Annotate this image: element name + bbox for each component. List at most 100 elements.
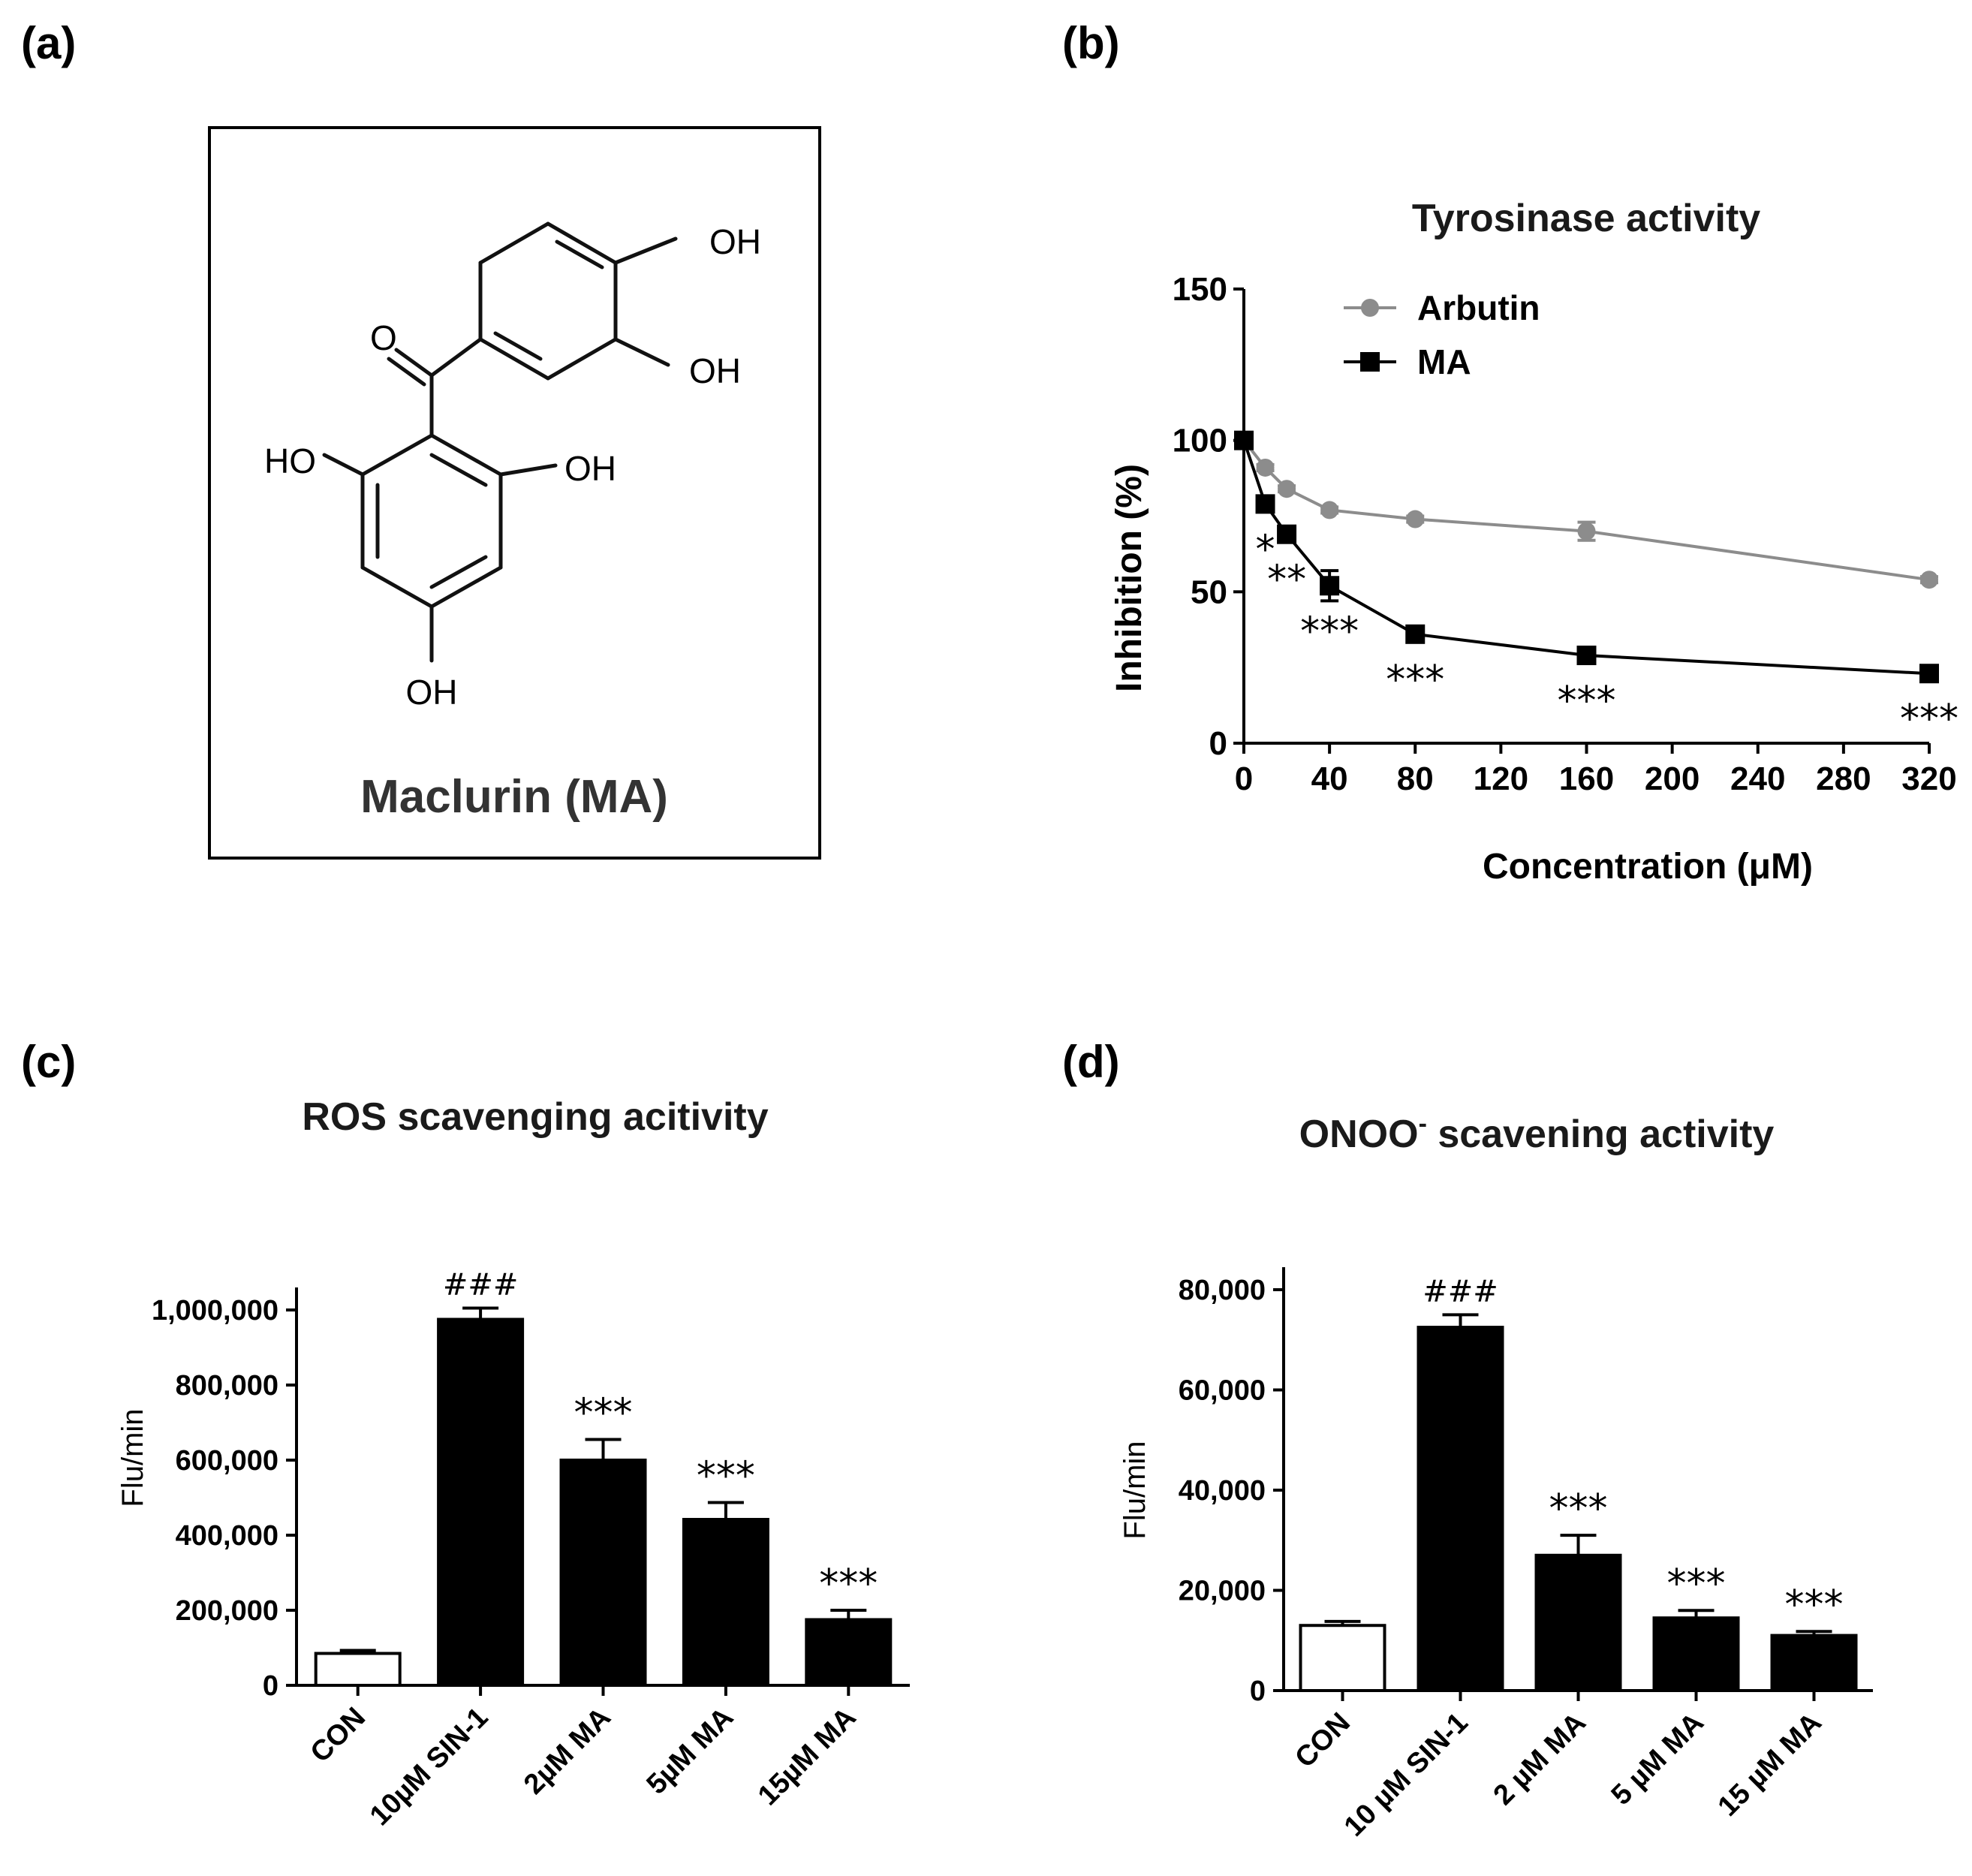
- bar: [1770, 1634, 1858, 1692]
- x-tick-label: 320: [1901, 760, 1956, 797]
- significance-hash: ###: [443, 1268, 519, 1302]
- panel-label-a: (a): [21, 18, 76, 68]
- significance-hash: ###: [1423, 1274, 1498, 1308]
- y-tick-label: 800,000: [176, 1370, 278, 1402]
- oh-label: OH: [565, 449, 616, 488]
- data-point-ma: [1405, 624, 1426, 644]
- y-tick-label: 0: [1250, 1676, 1266, 1707]
- y-tick-label: 40,000: [1179, 1475, 1266, 1507]
- bar: [805, 1618, 893, 1687]
- x-tick-label: 10 µM SIN-1: [1338, 1707, 1474, 1843]
- significance-marker: ***: [1549, 1486, 1608, 1531]
- title-superscript: -: [1419, 1110, 1427, 1138]
- bar: [1417, 1326, 1504, 1692]
- data-point-ma: [1320, 576, 1340, 596]
- data-point-arbutin: [1406, 510, 1425, 528]
- oh-label: OH: [709, 222, 761, 261]
- ros-chart: ROS scavenging acitivity Flu/min 0 200,00…: [116, 1095, 910, 1832]
- significance-marker: ***: [1900, 697, 1958, 742]
- y-axis-label: Inhibition (%): [1109, 464, 1149, 692]
- data-point-arbutin: [1577, 522, 1596, 541]
- bar: [682, 1518, 769, 1687]
- y-tick-label: 80,000: [1179, 1275, 1266, 1306]
- x-tick-label: 15µM MA: [752, 1702, 863, 1812]
- y-tick-label: 0: [263, 1670, 278, 1702]
- significance-marker: ***: [1667, 1561, 1726, 1606]
- panel-label-c: (c): [21, 1037, 76, 1087]
- y-tick-label: 60,000: [1179, 1375, 1266, 1407]
- x-tick-label: 15 µM MA: [1712, 1707, 1828, 1823]
- bar: [1534, 1553, 1622, 1692]
- chart-title: ONOO- scavening activity: [1299, 1110, 1775, 1156]
- y-tick-label: 0: [1209, 725, 1227, 762]
- data-point-ma: [1234, 430, 1254, 450]
- data-point-arbutin: [1320, 501, 1339, 519]
- molecule-name: Maclurin (MA): [360, 771, 668, 823]
- title-rest: scavening activity: [1427, 1113, 1775, 1156]
- data-point-arbutin: [1278, 480, 1296, 498]
- x-tick-label: 2 µM MA: [1488, 1707, 1592, 1811]
- series-line-arbutin: [1242, 439, 1930, 582]
- x-tick-label: CON: [305, 1702, 372, 1769]
- x-tick-label: 160: [1559, 760, 1614, 797]
- molecule-frame: [208, 126, 821, 860]
- x-tick-label: 5µM MA: [640, 1702, 739, 1801]
- chart-title: ROS scavenging acitivity: [302, 1095, 768, 1139]
- y-tick-label: 100: [1173, 423, 1227, 459]
- x-tick-label: 2µM MA: [518, 1702, 617, 1801]
- legend-marker: [1360, 352, 1380, 372]
- legend-label: MA: [1417, 342, 1471, 381]
- x-tick-label: 5 µM MA: [1606, 1707, 1710, 1811]
- oh-label: OH: [689, 351, 741, 390]
- legend-label: Arbutin: [1417, 288, 1540, 327]
- x-tick-label: 0: [1235, 760, 1253, 797]
- y-tick-label: 50: [1191, 574, 1227, 610]
- significance-marker: ***: [1300, 609, 1359, 654]
- y-tick-label: 400,000: [176, 1520, 278, 1552]
- title-main: ONOO: [1299, 1113, 1419, 1156]
- data-point-ma: [1576, 646, 1597, 666]
- significance-marker: ***: [1386, 658, 1444, 703]
- significance-marker: ***: [819, 1561, 878, 1606]
- x-tick-label: CON: [1289, 1707, 1356, 1774]
- significance-marker: **: [1267, 558, 1306, 603]
- carbonyl-o-label: O: [370, 318, 397, 357]
- y-tick-label: 200,000: [176, 1595, 278, 1627]
- bar: [559, 1459, 647, 1687]
- bar: [314, 1652, 402, 1687]
- x-tick-label: 240: [1730, 760, 1785, 797]
- oh-label: OH: [406, 673, 458, 712]
- y-tick-label: 600,000: [176, 1445, 278, 1477]
- significance-marker: ***: [574, 1391, 633, 1436]
- bar: [1652, 1616, 1740, 1692]
- panel-label-d: (d): [1062, 1037, 1120, 1087]
- tyrosinase-chart: Tyrosinase activity Inhibition (%) Conce…: [1109, 197, 1958, 887]
- x-tick-label: 120: [1474, 760, 1528, 797]
- bar: [437, 1317, 525, 1687]
- data-point-ma: [1919, 664, 1939, 684]
- data-point-ma: [1255, 494, 1275, 514]
- data-point-arbutin: [1920, 571, 1938, 589]
- y-axis-label: Flu/min: [116, 1408, 149, 1507]
- chart-title: Tyrosinase activity: [1412, 197, 1760, 240]
- x-tick-label: 80: [1397, 760, 1434, 797]
- y-tick-label: 150: [1173, 271, 1227, 308]
- x-tick-label: 10µM SIN-1: [364, 1702, 495, 1832]
- significance-marker: ***: [697, 1454, 755, 1499]
- y-tick-label: 1,000,000: [152, 1295, 278, 1326]
- onoo-chart: ONOO- scavening activity Flu/min 0 20,000…: [1118, 1110, 1873, 1843]
- legend-marker: [1361, 299, 1379, 317]
- ho-label: HO: [264, 441, 316, 480]
- data-point-ma: [1277, 524, 1297, 544]
- x-tick-label: 280: [1816, 760, 1871, 797]
- y-tick-label: 20,000: [1179, 1576, 1266, 1607]
- molecule-structure: [322, 221, 678, 663]
- data-point-arbutin: [1256, 458, 1275, 477]
- bar: [1299, 1624, 1386, 1693]
- x-axis-label: Concentration (μM): [1483, 847, 1813, 887]
- x-tick-label: 40: [1311, 760, 1348, 797]
- x-tick-label: 200: [1645, 760, 1700, 797]
- significance-marker: *: [1256, 527, 1275, 572]
- significance-marker: ***: [1785, 1582, 1844, 1628]
